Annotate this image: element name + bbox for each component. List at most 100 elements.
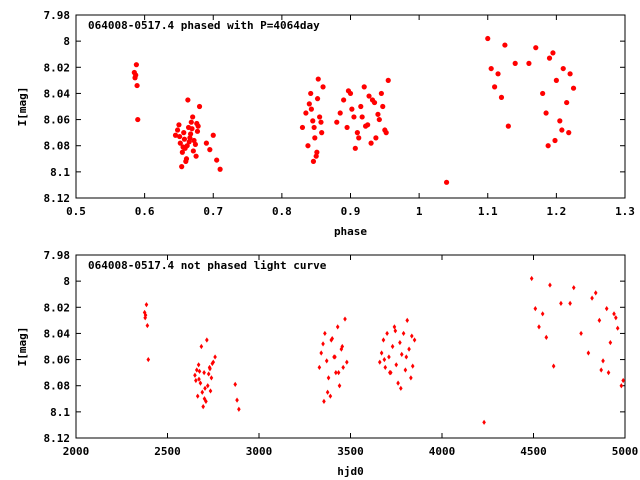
data-point (320, 84, 326, 90)
data-point (485, 35, 491, 42)
x-tick-label: 0.5 (66, 205, 86, 218)
data-point (180, 144, 186, 150)
data-point (205, 383, 210, 389)
data-point (407, 346, 411, 352)
data-point (194, 377, 198, 384)
data-point (533, 305, 538, 312)
data-point (315, 76, 321, 82)
data-point (604, 305, 609, 312)
data-point (211, 359, 216, 365)
data-point (401, 330, 406, 337)
y-tick-label: 8.08 (44, 140, 71, 153)
data-point (385, 77, 391, 83)
x-tick-label: 3500 (337, 445, 364, 458)
data-point (375, 111, 381, 117)
y-axis-label: I[mag] (16, 327, 29, 367)
data-point (181, 130, 187, 136)
data-point (343, 316, 347, 322)
data-point (492, 84, 498, 90)
x-tick-label: 0.6 (135, 205, 155, 218)
y-tick-label: 8.08 (44, 380, 71, 393)
y-tick-label: 8.12 (44, 432, 71, 445)
data-point (299, 124, 306, 131)
data-point (394, 362, 399, 368)
data-point (317, 364, 322, 371)
data-point (323, 330, 327, 337)
data-point (356, 135, 362, 141)
data-point (393, 328, 398, 334)
data-point (202, 370, 206, 376)
data-point (621, 377, 625, 384)
data-point (344, 124, 350, 131)
data-point (134, 82, 140, 89)
data-point (412, 337, 417, 343)
data-point (194, 367, 199, 373)
data-point (606, 370, 611, 376)
data-point (537, 324, 541, 330)
data-point (310, 158, 317, 164)
data-point (366, 93, 372, 99)
x-tick-label: 1 (416, 205, 423, 218)
data-point (369, 97, 376, 103)
data-point (322, 398, 326, 404)
data-point (335, 324, 340, 330)
data-point (188, 119, 194, 125)
data-point (378, 90, 384, 97)
data-point (398, 339, 402, 346)
data-point (495, 71, 501, 77)
data-point (199, 343, 204, 350)
data-point (144, 302, 149, 308)
y-tick-label: 8.1 (50, 166, 70, 179)
data-point (201, 404, 205, 410)
y-tick-label: 8 (63, 35, 70, 48)
data-point (359, 114, 365, 120)
data-point (614, 315, 618, 321)
data-point (317, 114, 323, 120)
data-point (354, 130, 360, 136)
x-tick-label: 0.7 (203, 205, 223, 218)
data-point (361, 84, 367, 90)
data-point (351, 114, 357, 120)
data-point (559, 300, 563, 306)
x-tick-label: 3000 (246, 445, 273, 458)
data-point (205, 337, 209, 343)
data-point (330, 336, 334, 342)
data-point (308, 90, 314, 97)
data-point (560, 65, 566, 72)
data-point (545, 143, 551, 149)
data-point (529, 275, 534, 282)
data-point (237, 406, 241, 412)
data-point (410, 333, 414, 339)
data-point (551, 363, 556, 369)
data-point (209, 375, 214, 381)
data-point (196, 362, 201, 368)
y-tick-label: 8.02 (44, 301, 71, 314)
x-tick-label: 4500 (520, 445, 547, 458)
data-point (488, 65, 494, 72)
data-point (328, 393, 333, 399)
x-tick-label: 1.2 (546, 205, 566, 218)
chart-title: 064008-0517.4 phased with P=4064day (88, 19, 320, 32)
x-tick-label: 4000 (429, 445, 456, 458)
data-series (142, 275, 625, 425)
data-point (619, 383, 624, 389)
data-point (599, 367, 604, 373)
data-point (341, 97, 347, 103)
plot-frame (75, 254, 626, 439)
data-point (190, 148, 196, 154)
data-point (189, 126, 195, 132)
data-point (498, 94, 505, 100)
data-point (202, 396, 207, 402)
x-tick-label: 0.8 (272, 205, 292, 218)
data-point (336, 370, 341, 376)
data-point (197, 376, 201, 382)
data-point (324, 358, 329, 364)
data-point (559, 127, 565, 133)
data-point (187, 135, 193, 141)
data-point (174, 127, 181, 133)
data-point (313, 153, 319, 159)
y-tick-label: 8.12 (44, 192, 71, 205)
data-point (204, 398, 208, 404)
data-point (195, 123, 201, 129)
